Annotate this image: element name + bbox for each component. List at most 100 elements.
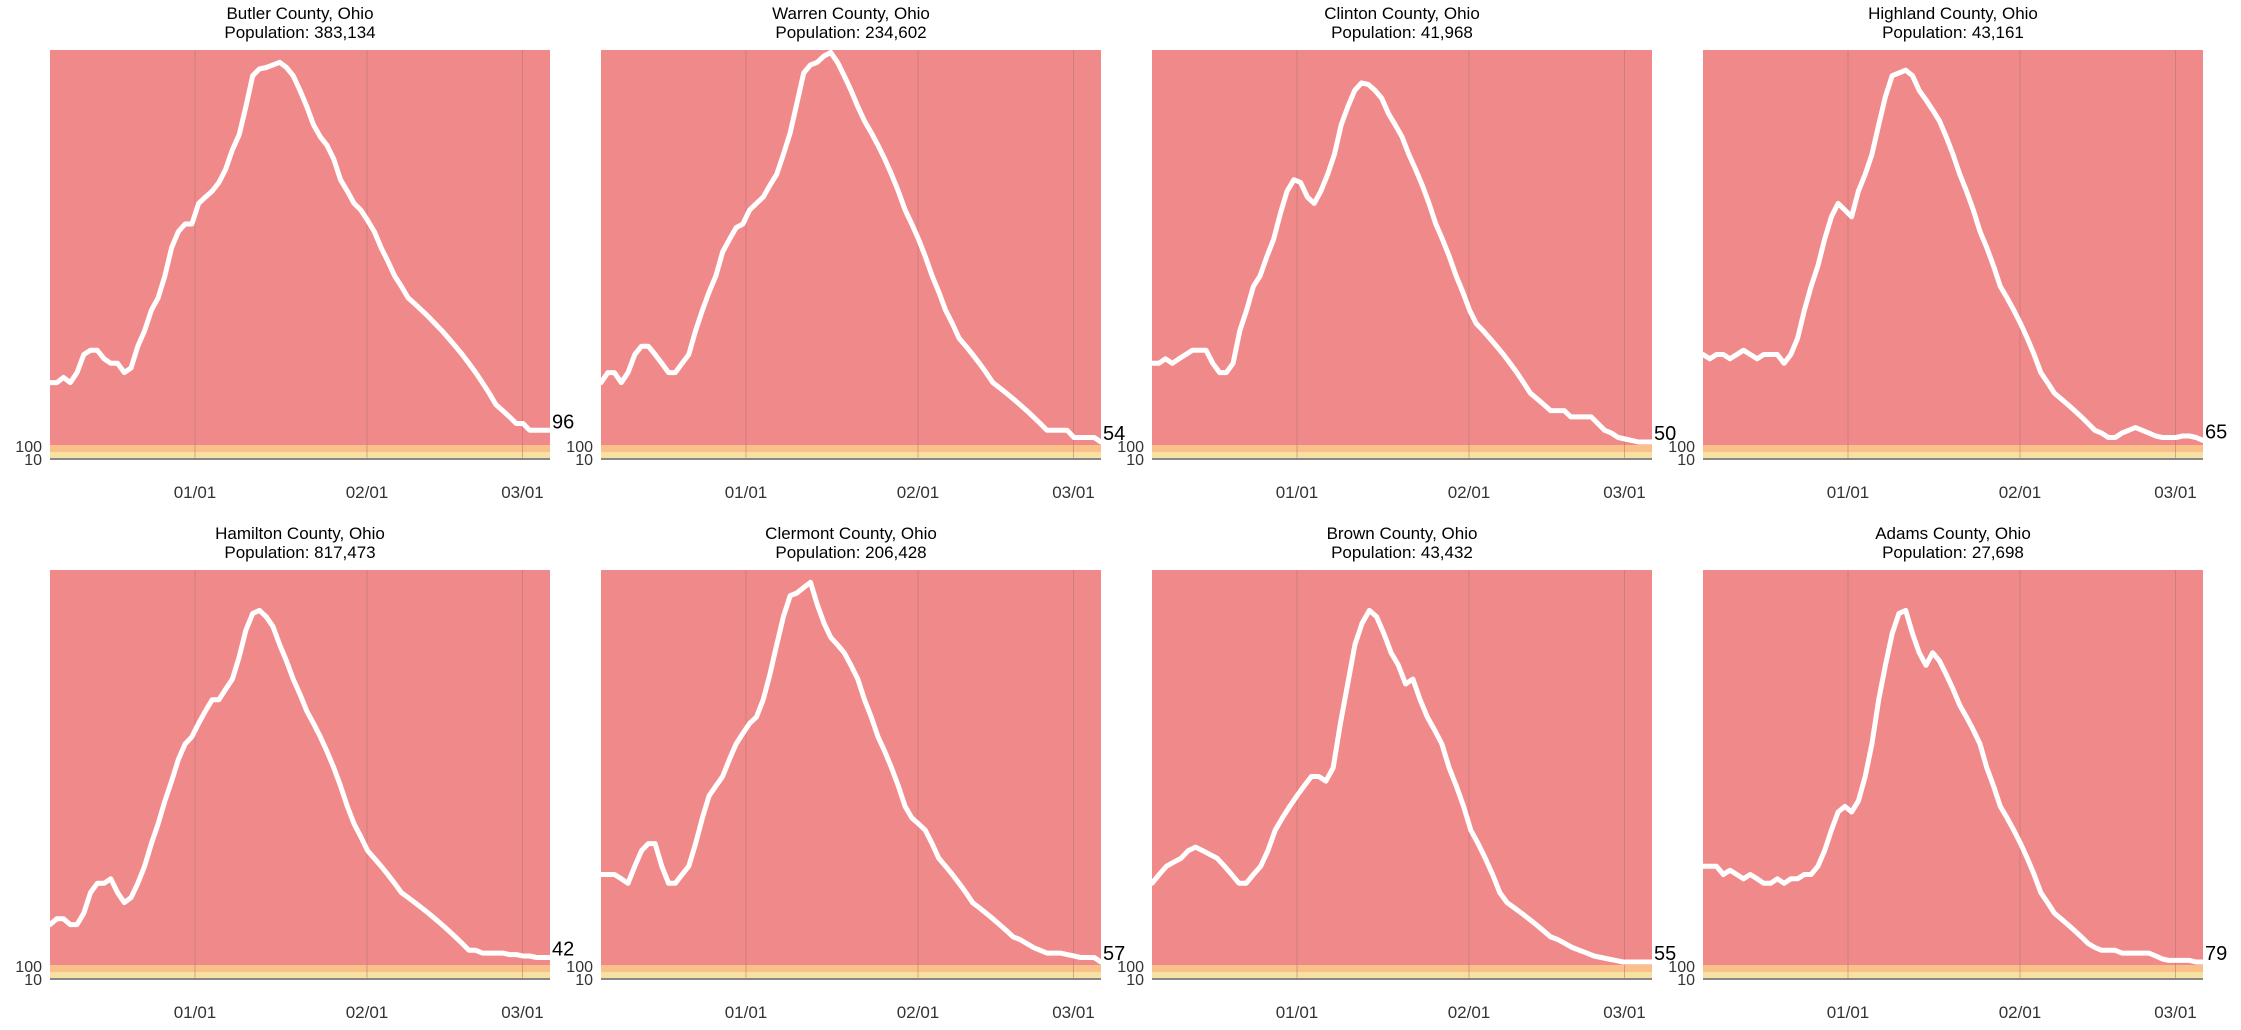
y-tick-label: 10 (575, 452, 593, 469)
band-yellow (1703, 972, 2203, 978)
population-label: Population: 234,602 (775, 23, 927, 42)
band-orange (1152, 445, 1652, 452)
y-tick-label: 100 (1117, 959, 1144, 976)
x-tick-label: 03/01 (501, 483, 544, 502)
y-tick-label: 10 (1126, 972, 1144, 989)
y-tick-label: 10 (1677, 972, 1695, 989)
x-tick-label: 01/01 (174, 1003, 217, 1022)
x-tick-label: 03/01 (1603, 1003, 1646, 1022)
plot-background (1703, 50, 2203, 445)
county-name: Hamilton County, Ohio (215, 524, 385, 543)
x-tick-label: 03/01 (2154, 1003, 2197, 1022)
panel-title: Warren County, Ohio Population: 234,602 (601, 4, 1101, 42)
panel-title: Hamilton County, Ohio Population: 817,473 (50, 524, 550, 562)
county-name: Brown County, Ohio (1326, 524, 1478, 543)
population-label: Population: 43,432 (1331, 543, 1473, 562)
y-tick-label: 100 (1117, 439, 1144, 456)
band-yellow (1152, 452, 1652, 458)
x-tick-label: 01/01 (174, 483, 217, 502)
county-panel: Adams County, Ohio Population: 27,698 01/0… (1653, 520, 2227, 1030)
y-tick-label: 10 (575, 972, 593, 989)
series-line (598, 49, 1104, 445)
population-label: Population: 43,161 (1882, 23, 2024, 42)
end-value-label: 55 (1654, 943, 1676, 965)
end-value-label: 96 (552, 411, 574, 433)
county-panel: Highland County, Ohio Population: 43,161 0… (1653, 0, 2227, 510)
band-orange (601, 965, 1101, 972)
county-name: Adams County, Ohio (1875, 524, 2031, 543)
band-orange (50, 965, 550, 972)
plot-background (601, 570, 1101, 965)
y-tick-label: 100 (566, 959, 593, 976)
x-tick-label: 03/01 (1603, 483, 1646, 502)
county-panel: Brown County, Ohio Population: 43,432 01/0… (1102, 520, 1676, 1030)
band-orange (601, 445, 1101, 452)
plot-background (1703, 570, 2203, 965)
x-tick-label: 02/01 (346, 1003, 389, 1022)
x-tick-label: 01/01 (1827, 1003, 1870, 1022)
x-tick-label: 02/01 (1999, 483, 2042, 502)
x-tick-label: 02/01 (897, 483, 940, 502)
population-label: Population: 817,473 (224, 543, 376, 562)
county-name: Clinton County, Ohio (1324, 4, 1480, 23)
series-line (47, 607, 553, 960)
x-tick-label: 03/01 (1052, 1003, 1095, 1022)
x-tick-label: 02/01 (346, 483, 389, 502)
county-panel: Clermont County, Ohio Population: 206,428… (551, 520, 1125, 1030)
x-tick-label: 02/01 (1448, 1003, 1491, 1022)
panel-title: Clinton County, Ohio Population: 41,968 (1152, 4, 1652, 42)
plot-background (1152, 570, 1652, 965)
y-tick-label: 10 (1677, 452, 1695, 469)
x-tick-label: 03/01 (501, 1003, 544, 1022)
panel-title: Clermont County, Ohio Population: 206,428 (601, 524, 1101, 562)
county-panel: Butler County, Ohio Population: 383,134 01… (0, 0, 574, 510)
x-tick-label: 03/01 (2154, 483, 2197, 502)
end-value-label: 57 (1103, 943, 1125, 965)
band-yellow (50, 452, 550, 458)
band-yellow (1703, 452, 2203, 458)
band-yellow (50, 972, 550, 978)
x-tick-label: 03/01 (1052, 483, 1095, 502)
y-tick-label: 100 (1668, 439, 1695, 456)
county-panel: Clinton County, Ohio Population: 41,968 01… (1102, 0, 1676, 510)
series-line (1700, 607, 2206, 965)
plot-background (50, 50, 550, 445)
x-tick-label: 02/01 (1448, 483, 1491, 502)
band-yellow (601, 452, 1101, 458)
band-orange (1703, 445, 2203, 452)
y-tick-label: 100 (566, 439, 593, 456)
county-panel: Hamilton County, Ohio Population: 817,473… (0, 520, 574, 1030)
x-tick-label: 02/01 (1999, 1003, 2042, 1022)
series-line (1149, 80, 1655, 445)
population-label: Population: 41,968 (1331, 23, 1473, 42)
y-tick-label: 10 (24, 452, 42, 469)
x-tick-label: 01/01 (1276, 1003, 1319, 1022)
panel-title: Butler County, Ohio Population: 383,134 (50, 4, 550, 42)
x-tick-label: 02/01 (897, 1003, 940, 1022)
county-name: Clermont County, Ohio (765, 524, 937, 543)
county-name: Warren County, Ohio (772, 4, 930, 23)
band-yellow (601, 972, 1101, 978)
y-tick-label: 100 (1668, 959, 1695, 976)
x-tick-label: 01/01 (725, 1003, 768, 1022)
population-label: Population: 27,698 (1882, 543, 2024, 562)
end-value-label: 65 (2205, 421, 2227, 443)
x-tick-label: 01/01 (725, 483, 768, 502)
end-value-label: 79 (2205, 943, 2227, 965)
county-name: Highland County, Ohio (1868, 4, 2038, 23)
plot-background (50, 570, 550, 965)
series-line (1149, 607, 1655, 965)
x-tick-label: 01/01 (1827, 483, 1870, 502)
plot-background (601, 50, 1101, 445)
band-yellow (1152, 972, 1652, 978)
band-orange (1703, 965, 2203, 972)
county-name: Butler County, Ohio (226, 4, 374, 23)
